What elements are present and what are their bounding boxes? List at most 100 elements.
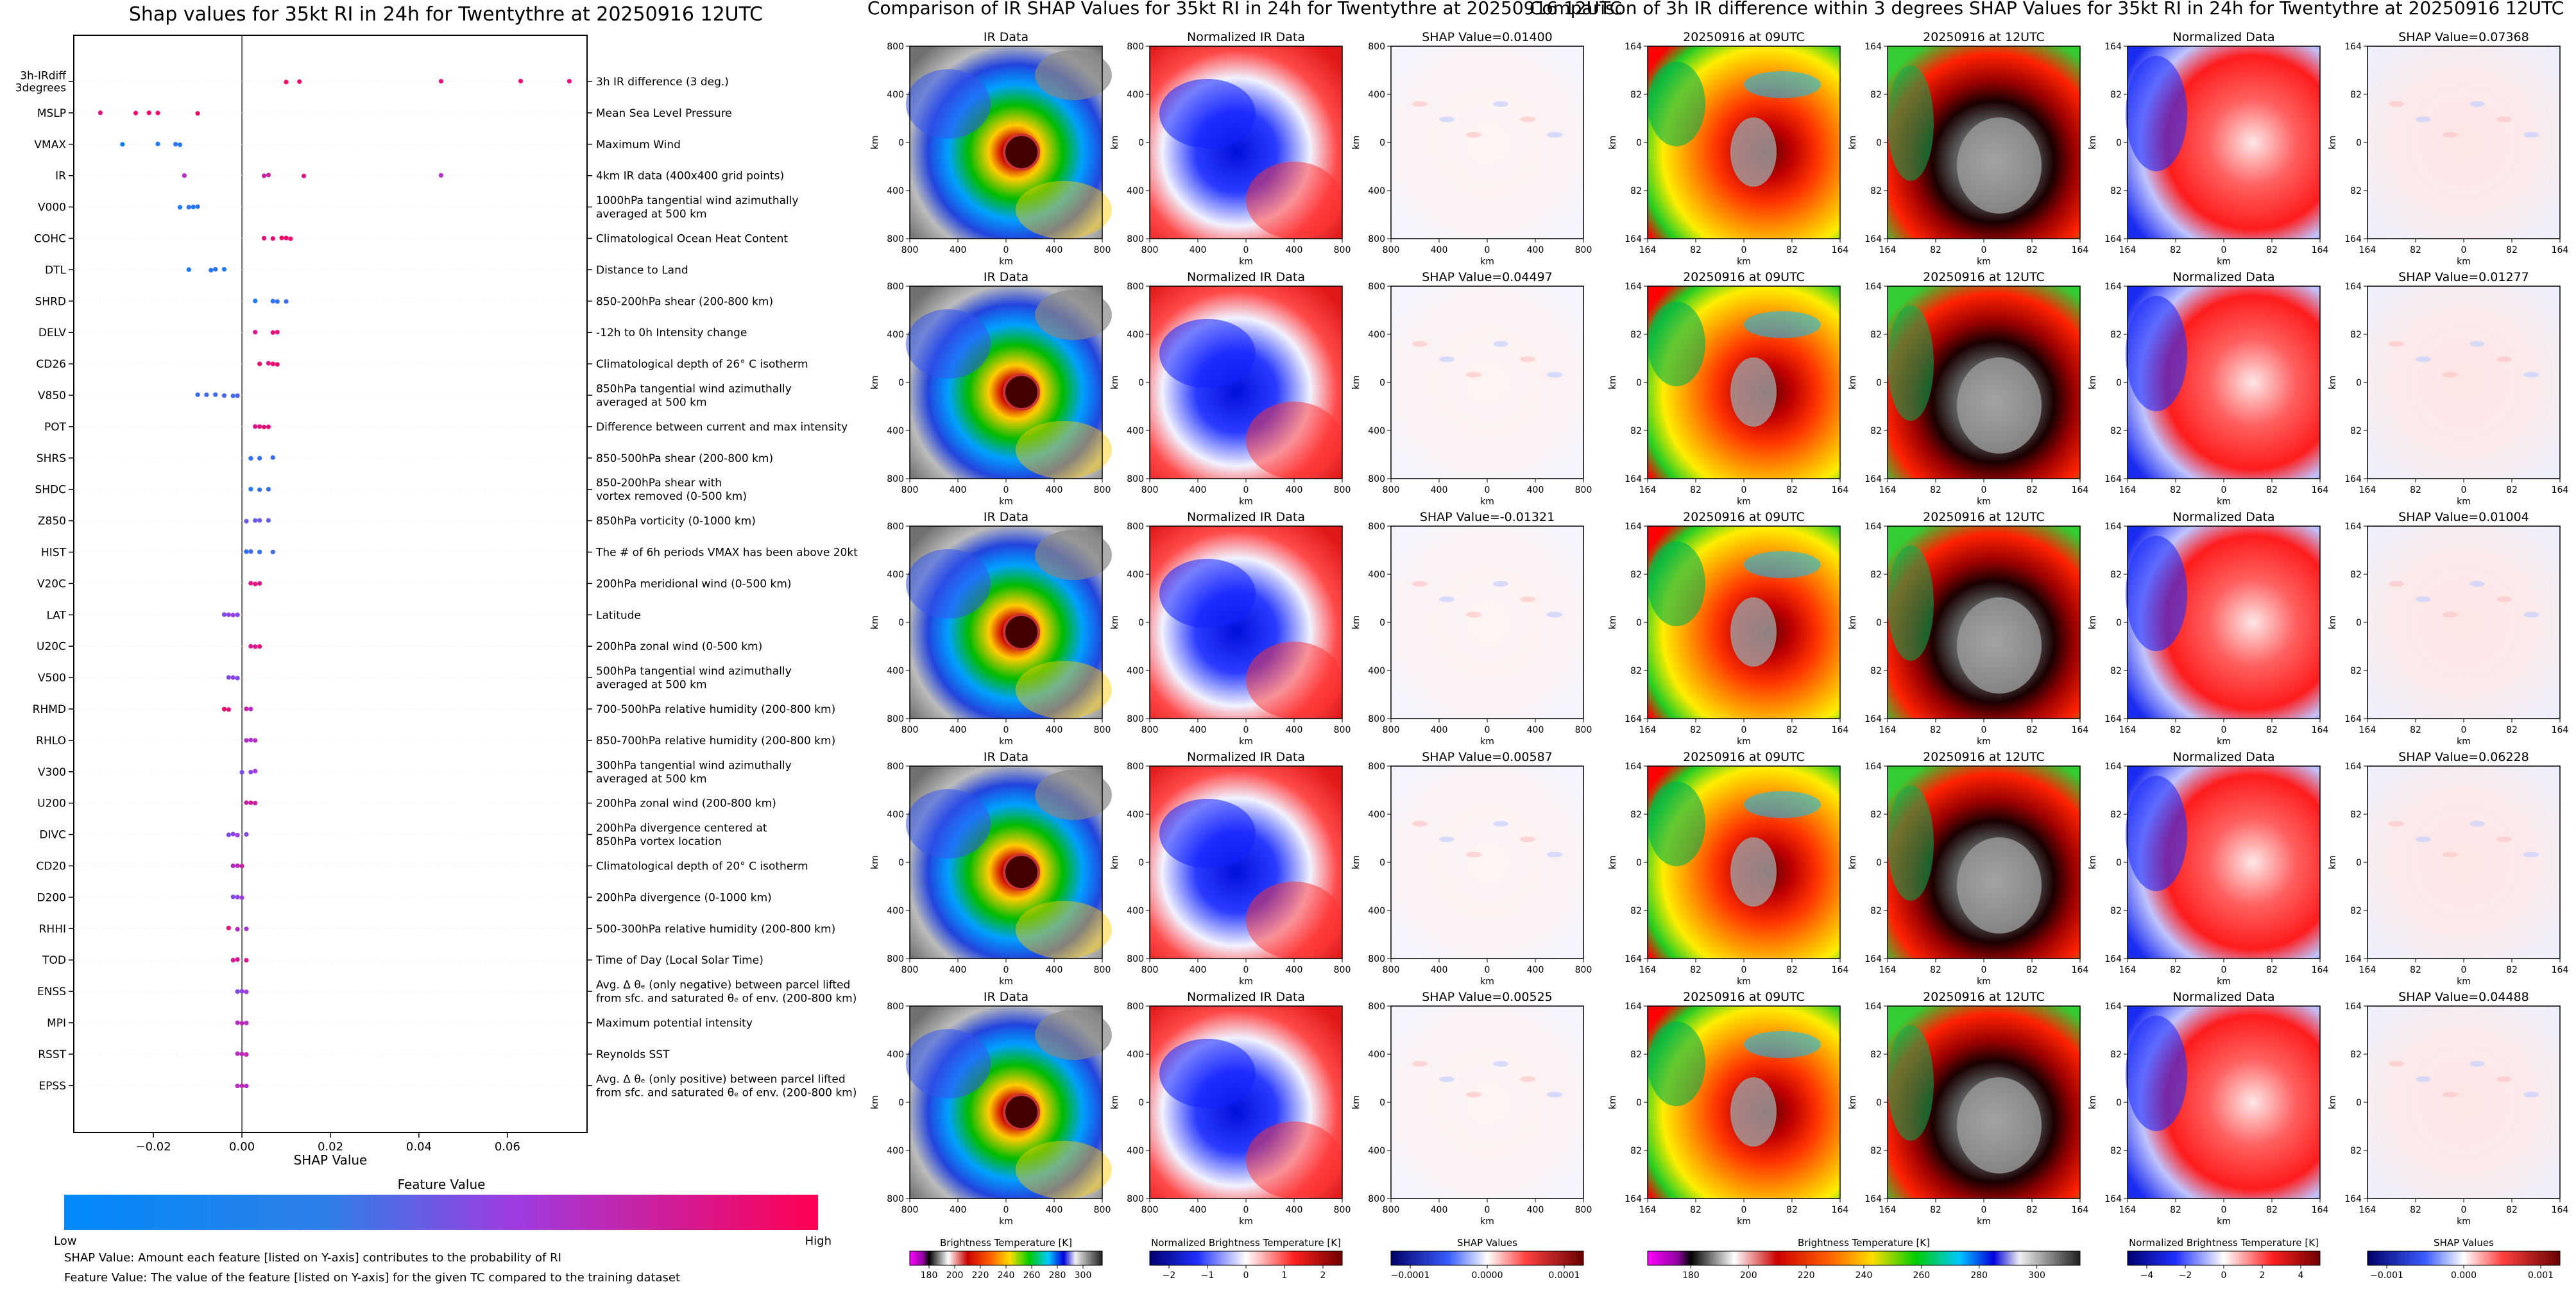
- panel-xtick-label: 164: [2312, 485, 2329, 495]
- diff-brightness-colorbar-tick-label: 200: [1740, 1270, 1757, 1281]
- ir-storm-core: [1004, 375, 1039, 409]
- diff-normalized-colorbar-tick-label: −4: [2140, 1270, 2154, 1281]
- ir-09utc-band: [1744, 311, 1821, 338]
- panel-xlabel: km: [1977, 497, 1991, 507]
- shap-heatmap-patch: [2443, 132, 2458, 138]
- shap-point: [253, 769, 257, 773]
- shap-feature-description: Difference between current and max inten…: [596, 421, 848, 434]
- shap-point: [244, 706, 248, 711]
- diff-brightness-colorbar-tick-label: 240: [1855, 1270, 1873, 1281]
- panel-ytick-label: 164: [1864, 1002, 1882, 1012]
- ir-cloud-band: [1016, 421, 1112, 479]
- shap-feature-code: V850: [38, 389, 66, 402]
- shap-point: [213, 267, 218, 271]
- ir-12utc-band: [1888, 305, 1934, 421]
- ir-brightness-colorbar-tick-label: 280: [1049, 1270, 1066, 1281]
- diff-row5-panel4: SHAP Value=0.04488 164 82 0 82 164 km 164 82 0 82 1…: [2328, 990, 2568, 1227]
- shap-point: [567, 79, 572, 83]
- panel-ylabel: km: [870, 855, 880, 869]
- panel-title: IR Data: [984, 510, 1028, 524]
- panel-title: IR Data: [984, 750, 1028, 764]
- panel-xtick-label: 164: [1639, 485, 1657, 495]
- panel-xtick-label: 82: [1690, 485, 1702, 495]
- shap-feature-code: DIVC: [39, 829, 66, 842]
- panel-title: Normalized IR Data: [1187, 990, 1305, 1004]
- panel-xtick-label: 0: [1485, 485, 1490, 495]
- panel-ytick-label: 0: [1876, 1098, 1882, 1108]
- shap-point: [257, 518, 262, 522]
- shap-point: [248, 581, 253, 585]
- panel-xtick-label: 82: [2266, 485, 2278, 495]
- panel-title: SHAP Value=0.06228: [2398, 750, 2529, 764]
- panel-ytick-label: 0: [1876, 858, 1882, 868]
- panel-xtick-label: 800: [901, 725, 919, 735]
- panel-ylabel: km: [2328, 1095, 2338, 1109]
- shap-heatmap-patch: [2469, 1061, 2485, 1067]
- panel-xtick-label: 400: [1431, 725, 1448, 735]
- panel-xlabel: km: [1977, 1216, 1991, 1227]
- panel-xtick-label: 800: [901, 1205, 919, 1215]
- shap-point: [262, 173, 266, 178]
- panel-xlabel: km: [1480, 977, 1494, 987]
- panel-ytick-label: 800: [887, 522, 904, 532]
- shap-feature-description: averaged at 500 km: [596, 208, 707, 221]
- panel-xtick-label: 800: [901, 485, 919, 495]
- normalized-warm-region: [1246, 162, 1342, 239]
- panel-ytick-label: 0: [1379, 858, 1385, 868]
- shap-point: [257, 644, 262, 649]
- panel-xtick-label: 164: [2552, 485, 2569, 495]
- panel-ytick-label: 164: [1864, 234, 1882, 244]
- panel-ytick-label: 82: [1870, 906, 1882, 916]
- shap-feature-description: 700-500hPa relative humidity (200-800 km…: [596, 703, 835, 716]
- panel-ytick-label: 0: [1876, 618, 1882, 628]
- diff-row1-panel3: Normalized Data16482082164km164 82 0 82 164k…: [2088, 30, 2328, 267]
- panel-xlabel: km: [1239, 257, 1253, 267]
- panel-xtick-label: 0: [2221, 965, 2227, 975]
- panel-ytick-label: 82: [2350, 810, 2362, 820]
- panel-xtick-label: 800: [1575, 245, 1592, 255]
- diff-row2-panel4: SHAP Value=0.0127716482082164km164 82 0 82 1…: [2328, 270, 2568, 507]
- shap-heatmap-patch: [1412, 101, 1428, 107]
- shap-point: [284, 80, 288, 84]
- panel-xtick-label: 82: [1786, 965, 1798, 975]
- shap-heatmap-patch: [1547, 852, 1562, 858]
- ir-brightness-colorbar: [910, 1251, 1102, 1265]
- panel-ytick-label: 800: [1368, 234, 1385, 244]
- panel-xtick-label: 800: [1141, 965, 1159, 975]
- panel-xtick-label: 400: [950, 1205, 967, 1215]
- panel-ytick-label: 164: [2344, 474, 2362, 484]
- panel-xtick-label: 0: [2221, 725, 2227, 735]
- panel-ylabel: km: [870, 135, 880, 149]
- shap-heatmap: [1391, 526, 1583, 719]
- panel-xlabel: km: [2217, 737, 2231, 747]
- panel-xtick-label: 82: [1690, 245, 1702, 255]
- ir-normalized-colorbar-tick-label: 2: [1320, 1270, 1326, 1281]
- shap-heatmap-patch: [1493, 821, 1508, 827]
- ir-normalized-colorbar-tick-label: −1: [1201, 1270, 1215, 1281]
- shap-point: [266, 173, 271, 177]
- ir-cloud-band: [1016, 1141, 1112, 1199]
- shap-point: [244, 958, 248, 962]
- panel-ytick-label: 800: [887, 1002, 904, 1012]
- panel-xlabel: km: [2217, 1216, 2231, 1227]
- panel-xtick-label: 800: [1141, 245, 1159, 255]
- shap-heatmap-patch: [2496, 1077, 2512, 1082]
- panel-xlabel: km: [1480, 1216, 1494, 1227]
- shap-feature-description: Climatological depth of 20° C isotherm: [596, 860, 808, 873]
- panel-xtick-label: 82: [1930, 1205, 1941, 1215]
- panel-xtick-label: 82: [2266, 1205, 2278, 1215]
- panel-xtick-label: 164: [2072, 1205, 2089, 1215]
- shap-feature-description: -12h to 0h Intensity change: [596, 327, 747, 339]
- shap-feature-description: Latitude: [596, 609, 641, 622]
- panel-xtick-label: 0: [1243, 1205, 1249, 1215]
- panel-xtick-label: 164: [1639, 965, 1657, 975]
- shap-point: [244, 1021, 248, 1025]
- shap-feature-code: VMAX: [34, 139, 66, 151]
- shap-heatmap-patch: [1412, 821, 1428, 827]
- shap-heatmap-patch: [1547, 132, 1562, 138]
- ir-12utc-band: [1888, 65, 1934, 181]
- shap-point: [253, 738, 257, 742]
- panel-ylabel: km: [1848, 855, 1858, 869]
- shap-heatmap-patch: [1493, 341, 1508, 347]
- panel-xtick-label: 400: [1190, 245, 1207, 255]
